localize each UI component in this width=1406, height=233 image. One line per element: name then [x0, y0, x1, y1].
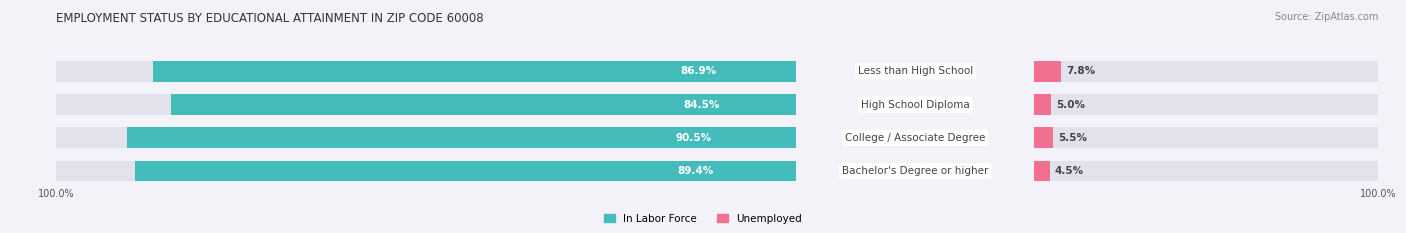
- Text: College / Associate Degree: College / Associate Degree: [845, 133, 986, 143]
- Text: Less than High School: Less than High School: [858, 66, 973, 76]
- Text: 86.9%: 86.9%: [681, 66, 717, 76]
- Text: 7.8%: 7.8%: [1066, 66, 1095, 76]
- Bar: [56, 161, 796, 182]
- Bar: [1035, 127, 1378, 148]
- Text: Bachelor's Degree or higher: Bachelor's Degree or higher: [842, 166, 988, 176]
- Text: 100.0%: 100.0%: [38, 189, 75, 199]
- Bar: [127, 127, 796, 148]
- Bar: [1035, 161, 1378, 182]
- Bar: [1035, 94, 1378, 115]
- Text: EMPLOYMENT STATUS BY EDUCATIONAL ATTAINMENT IN ZIP CODE 60008: EMPLOYMENT STATUS BY EDUCATIONAL ATTAINM…: [56, 12, 484, 25]
- Text: 100.0%: 100.0%: [1360, 189, 1396, 199]
- Bar: [135, 161, 796, 182]
- Text: 5.5%: 5.5%: [1059, 133, 1087, 143]
- Bar: [1035, 161, 1050, 182]
- Bar: [56, 94, 796, 115]
- Text: 84.5%: 84.5%: [683, 99, 720, 110]
- Bar: [1035, 61, 1062, 82]
- Text: 4.5%: 4.5%: [1054, 166, 1084, 176]
- Text: 90.5%: 90.5%: [676, 133, 711, 143]
- Bar: [1035, 61, 1378, 82]
- Text: 89.4%: 89.4%: [678, 166, 713, 176]
- Legend: In Labor Force, Unemployed: In Labor Force, Unemployed: [600, 209, 806, 228]
- Bar: [56, 127, 796, 148]
- Text: Source: ZipAtlas.com: Source: ZipAtlas.com: [1274, 12, 1378, 22]
- Bar: [1035, 127, 1053, 148]
- Text: 5.0%: 5.0%: [1056, 99, 1085, 110]
- Bar: [56, 61, 796, 82]
- Bar: [172, 94, 796, 115]
- Text: High School Diploma: High School Diploma: [860, 99, 970, 110]
- Bar: [153, 61, 796, 82]
- Bar: [1035, 94, 1052, 115]
